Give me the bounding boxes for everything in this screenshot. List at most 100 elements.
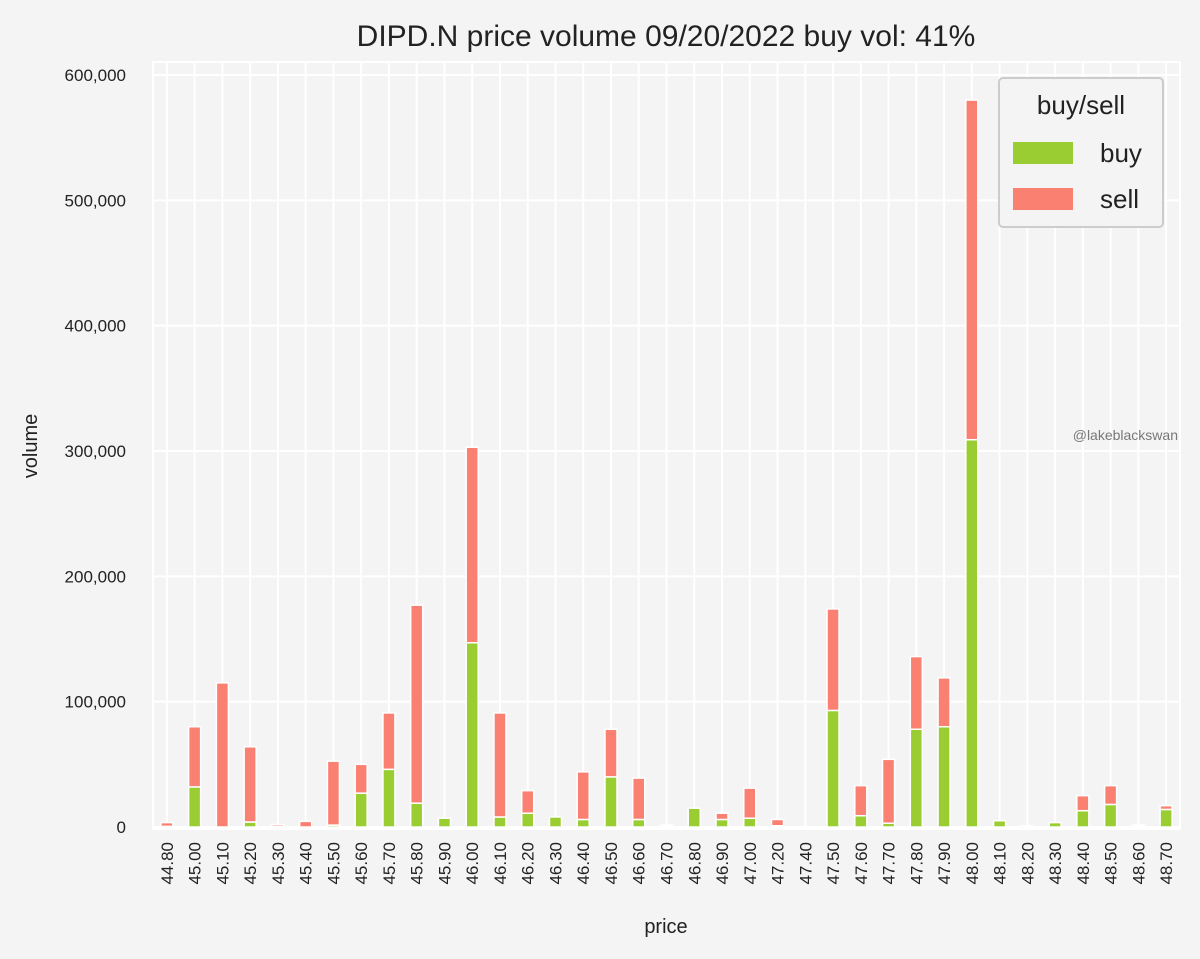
bar-buy	[937, 725, 951, 828]
legend-title: buy/sell	[1037, 90, 1125, 120]
x-tick-label: 45.90	[435, 842, 454, 885]
bar-sell	[1076, 794, 1090, 812]
bar-buy	[548, 816, 563, 828]
x-tick-label: 45.60	[352, 842, 371, 885]
bar-buy	[631, 818, 646, 828]
bar-buy	[1076, 809, 1090, 828]
bar-sell	[881, 758, 896, 824]
bar-buy	[243, 821, 257, 828]
bar-sell	[298, 820, 313, 828]
x-tick-label: 48.50	[1102, 842, 1121, 885]
bar-buy	[354, 792, 368, 828]
bar-sell	[631, 777, 646, 821]
x-tick-label: 46.80	[685, 842, 704, 885]
x-tick-label: 48.40	[1074, 842, 1093, 885]
x-tick-label: 45.50	[324, 842, 343, 885]
bar-sell	[715, 812, 729, 821]
bar-buy	[1159, 808, 1173, 828]
legend-label-sell: sell	[1100, 184, 1139, 214]
y-tick-label: 200,000	[65, 567, 126, 586]
x-axis-label: price	[644, 916, 687, 938]
x-tick-label: 46.10	[491, 842, 510, 885]
bar-buy	[604, 776, 618, 828]
x-tick-label: 47.40	[796, 842, 815, 885]
x-tick-label: 44.80	[158, 842, 177, 885]
bar-buy	[520, 812, 535, 828]
bar-sell	[770, 818, 785, 827]
chart-title: DIPD.N price volume 09/20/2022 buy vol: …	[357, 20, 976, 53]
y-axis-label: volume	[20, 414, 42, 478]
y-tick-label: 400,000	[65, 317, 126, 336]
bar-sell	[382, 712, 396, 771]
x-tick-label: 46.70	[658, 842, 677, 885]
bar-buy	[187, 786, 202, 828]
bar-buy	[493, 816, 507, 828]
bar-sell	[326, 760, 341, 826]
x-tick-label: 45.10	[213, 842, 232, 885]
bar-sell	[743, 787, 757, 819]
bar-sell	[854, 784, 868, 817]
bar-buy	[687, 807, 702, 828]
bar-sell	[604, 728, 618, 778]
y-tick-label: 0	[117, 818, 126, 837]
bar-sell	[187, 725, 202, 788]
y-tick-label: 100,000	[65, 693, 126, 712]
bar-buy	[854, 814, 868, 828]
bar-sell	[659, 824, 674, 827]
y-tick-label: 600,000	[65, 66, 126, 85]
x-tick-label: 46.20	[519, 842, 538, 885]
x-tick-label: 48.30	[1046, 842, 1065, 885]
bar-buy	[965, 438, 979, 828]
x-tick-label: 47.80	[907, 842, 926, 885]
bar-sell	[160, 821, 174, 828]
bar-sell	[215, 682, 230, 828]
bar-sell	[909, 655, 924, 730]
bar-sell	[465, 446, 479, 644]
bar-sell	[1020, 824, 1035, 828]
x-tick-label: 46.60	[630, 842, 649, 885]
bar-buy	[409, 802, 424, 828]
bar-sell	[576, 771, 590, 821]
bar-sell	[271, 823, 285, 828]
x-tick-label: 48.20	[1018, 842, 1037, 885]
plot-frame	[152, 61, 1181, 830]
bar-sell	[409, 604, 424, 804]
x-tick-label: 48.00	[963, 842, 982, 885]
bar-sell	[493, 712, 507, 818]
x-tick-label: 47.90	[935, 842, 954, 885]
watermark: @lakeblackswan	[1073, 427, 1178, 443]
y-tick-label: 300,000	[65, 442, 126, 461]
bar-buy	[909, 728, 924, 828]
legend-swatch-sell	[1013, 188, 1073, 210]
bar-sell	[1131, 824, 1146, 828]
bar-buy	[382, 768, 396, 828]
x-tick-label: 48.60	[1129, 842, 1148, 885]
x-tick-label: 47.60	[852, 842, 871, 885]
x-tick-label: 48.70	[1157, 842, 1176, 885]
bar-buy	[437, 817, 452, 828]
y-tick-label: 500,000	[65, 191, 126, 210]
x-tick-label: 46.90	[713, 842, 732, 885]
x-tick-label: 47.50	[824, 842, 843, 885]
bar-buy	[743, 817, 757, 828]
x-tick-label: 45.20	[241, 842, 260, 885]
bar-buy	[1048, 821, 1062, 828]
legend-swatch-buy	[1013, 142, 1073, 164]
bar-buy	[798, 825, 813, 828]
bar-buy	[1103, 803, 1118, 828]
bar-buy	[576, 818, 590, 828]
x-tick-label: 45.30	[269, 842, 288, 885]
x-tick-label: 45.70	[380, 842, 399, 885]
bar-sell	[1159, 804, 1173, 811]
x-tick-label: 47.20	[769, 842, 788, 885]
x-tick-label: 48.10	[991, 842, 1010, 885]
bar-buy	[465, 642, 479, 828]
bar-sell	[354, 763, 368, 794]
x-tick-label: 46.50	[602, 842, 621, 885]
x-tick-label: 46.00	[463, 842, 482, 885]
bar-buy	[715, 818, 729, 828]
bar-sell	[937, 677, 951, 728]
x-tick-labels: 44.80 45.00 45.10 45.20 45.30 45.40 45.50 45.60…	[158, 842, 1176, 885]
bars	[160, 99, 1173, 828]
y-tick-labels: 0 100,000 200,000 300,000 400,000 500,000 600,…	[65, 66, 126, 837]
